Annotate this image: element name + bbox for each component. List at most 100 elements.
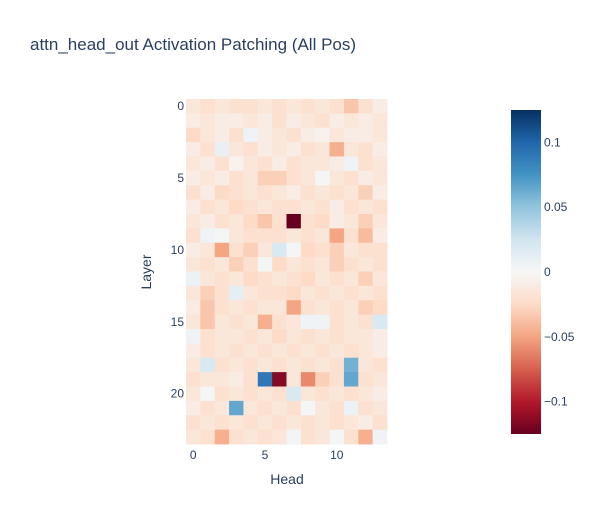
heatmap-cell[interactable] [257, 113, 273, 129]
heatmap-cell[interactable] [186, 300, 201, 316]
heatmap-cell[interactable] [358, 257, 374, 272]
heatmap-cell[interactable] [229, 357, 244, 373]
heatmap-cell[interactable] [286, 170, 302, 186]
heatmap-cell[interactable] [315, 285, 330, 301]
heatmap-cell[interactable] [286, 185, 302, 201]
heatmap-cell[interactable] [214, 271, 230, 287]
heatmap-cell[interactable] [358, 329, 374, 344]
heatmap-cell[interactable] [329, 300, 345, 316]
heatmap-cell[interactable] [315, 343, 330, 359]
heatmap-cell[interactable] [186, 329, 201, 344]
heatmap-cell[interactable] [315, 429, 330, 445]
heatmap-cell[interactable] [257, 156, 273, 172]
heatmap-cell[interactable] [257, 185, 273, 201]
heatmap-cell[interactable] [272, 343, 287, 359]
heatmap-cell[interactable] [186, 343, 201, 359]
heatmap-cell[interactable] [372, 242, 388, 258]
heatmap-cell[interactable] [229, 228, 244, 244]
heatmap-cell[interactable] [329, 429, 345, 445]
heatmap-cell[interactable] [286, 127, 302, 143]
heatmap-cell[interactable] [257, 386, 273, 402]
heatmap-cell[interactable] [243, 185, 259, 201]
heatmap-cell[interactable] [272, 372, 287, 387]
heatmap-cell[interactable] [300, 329, 316, 344]
heatmap-cell[interactable] [286, 357, 302, 373]
heatmap-cell[interactable] [286, 99, 302, 114]
heatmap-cell[interactable] [329, 285, 345, 301]
heatmap-cell[interactable] [229, 386, 244, 402]
heatmap-cell[interactable] [200, 185, 216, 201]
heatmap-cell[interactable] [186, 214, 201, 229]
heatmap-cell[interactable] [343, 257, 359, 272]
heatmap-cell[interactable] [214, 329, 230, 344]
heatmap-cell[interactable] [300, 386, 316, 402]
heatmap-cell[interactable] [315, 127, 330, 143]
heatmap-cell[interactable] [200, 170, 216, 186]
heatmap-cell[interactable] [272, 300, 287, 316]
heatmap-cell[interactable] [257, 257, 273, 272]
heatmap-cell[interactable] [358, 156, 374, 172]
heatmap-cell[interactable] [372, 386, 388, 402]
heatmap-cell[interactable] [315, 170, 330, 186]
heatmap-cell[interactable] [214, 285, 230, 301]
heatmap-cell[interactable] [243, 170, 259, 186]
heatmap-cell[interactable] [358, 113, 374, 129]
heatmap-cell[interactable] [300, 429, 316, 445]
heatmap-cell[interactable] [186, 415, 201, 431]
heatmap-cell[interactable] [186, 185, 201, 201]
heatmap-cell[interactable] [300, 127, 316, 143]
heatmap-cell[interactable] [358, 357, 374, 373]
heatmap-cell[interactable] [286, 372, 302, 387]
heatmap-cell[interactable] [300, 357, 316, 373]
heatmap-cell[interactable] [315, 185, 330, 201]
heatmap-cell[interactable] [243, 156, 259, 172]
heatmap-cell[interactable] [372, 113, 388, 129]
heatmap-cell[interactable] [329, 127, 345, 143]
heatmap-cell[interactable] [200, 142, 216, 157]
heatmap-cell[interactable] [229, 415, 244, 431]
heatmap-cell[interactable] [315, 199, 330, 215]
heatmap-cell[interactable] [372, 271, 388, 287]
heatmap-cell[interactable] [243, 300, 259, 316]
heatmap-cell[interactable] [286, 142, 302, 157]
heatmap-cell[interactable] [243, 429, 259, 445]
heatmap-cell[interactable] [286, 156, 302, 172]
heatmap-cell[interactable] [257, 285, 273, 301]
heatmap-cell[interactable] [358, 228, 374, 244]
heatmap-cell[interactable] [272, 142, 287, 157]
heatmap-cell[interactable] [343, 170, 359, 186]
heatmap-cell[interactable] [372, 142, 388, 157]
heatmap-cell[interactable] [257, 170, 273, 186]
heatmap-cell[interactable] [343, 372, 359, 387]
heatmap-cell[interactable] [343, 214, 359, 229]
heatmap-cell[interactable] [200, 357, 216, 373]
heatmap-cell[interactable] [257, 99, 273, 114]
heatmap-cell[interactable] [257, 329, 273, 344]
heatmap-cell[interactable] [229, 156, 244, 172]
heatmap-cell[interactable] [200, 271, 216, 287]
heatmap-cell[interactable] [214, 199, 230, 215]
heatmap-cell[interactable] [300, 113, 316, 129]
heatmap-cell[interactable] [286, 329, 302, 344]
heatmap-cell[interactable] [343, 400, 359, 416]
heatmap-cell[interactable] [214, 142, 230, 157]
heatmap-cell[interactable] [200, 257, 216, 272]
heatmap-cell[interactable] [229, 214, 244, 229]
heatmap-cell[interactable] [186, 142, 201, 157]
heatmap-cell[interactable] [229, 400, 244, 416]
heatmap-cell[interactable] [315, 214, 330, 229]
heatmap-cell[interactable] [286, 400, 302, 416]
heatmap-cell[interactable] [315, 314, 330, 330]
heatmap-cell[interactable] [257, 415, 273, 431]
heatmap-cell[interactable] [214, 357, 230, 373]
heatmap-cell[interactable] [200, 228, 216, 244]
heatmap-cell[interactable] [286, 271, 302, 287]
heatmap-cell[interactable] [286, 257, 302, 272]
heatmap-cell[interactable] [214, 386, 230, 402]
heatmap-cell[interactable] [272, 429, 287, 445]
heatmap-cell[interactable] [229, 429, 244, 445]
heatmap-cell[interactable] [329, 257, 345, 272]
heatmap-cell[interactable] [315, 386, 330, 402]
heatmap-cell[interactable] [243, 386, 259, 402]
heatmap-cell[interactable] [272, 271, 287, 287]
